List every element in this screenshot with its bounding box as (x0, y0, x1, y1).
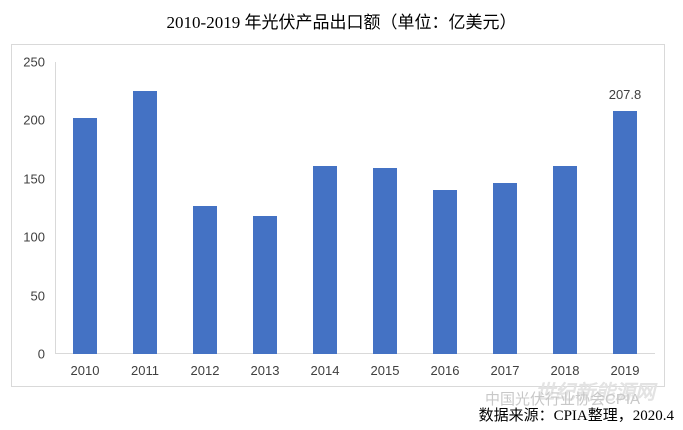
plot-area (55, 62, 655, 354)
x-tick-label: 2019 (610, 363, 640, 378)
x-tick-label: 2014 (310, 363, 340, 378)
data-label: 207.8 (608, 87, 642, 103)
y-tick-label: 150 (23, 171, 45, 187)
watermark: 中国光伏行业协会CPIA (485, 391, 641, 408)
y-tick-label: 50 (30, 288, 45, 304)
bar-2010 (73, 118, 97, 354)
x-tick-label: 2018 (550, 363, 580, 378)
bar-2018 (553, 165, 577, 354)
watermark-logo: 世纪新能源网 (535, 382, 655, 404)
y-tick-label: 100 (23, 229, 45, 245)
y-axis-line (55, 62, 56, 354)
chart-title: 2010-2019 年光伏产品出口额（单位：亿美元） (166, 13, 517, 32)
x-tick-label: 2010 (70, 363, 100, 378)
bar-2012 (193, 205, 217, 354)
y-tick-label: 200 (23, 112, 45, 128)
bar-2014 (313, 165, 337, 354)
bar-2015 (373, 168, 397, 354)
bar-2013 (253, 216, 277, 354)
x-tick-label: 2016 (430, 363, 460, 378)
x-tick-label: 2012 (190, 363, 220, 378)
x-tick-label: 2011 (131, 363, 159, 378)
bar-2019 (613, 111, 637, 354)
y-tick-label: 250 (23, 54, 45, 70)
x-tick-label: 2017 (490, 363, 520, 378)
chart-frame (11, 44, 665, 387)
bar-2016 (433, 190, 457, 354)
x-tick-label: 2015 (370, 363, 400, 378)
x-axis-line (55, 353, 655, 354)
source-note: 数据来源：CPIA整理，2020.4 (478, 408, 674, 424)
x-tick-label: 2013 (250, 363, 280, 378)
bar-2011 (133, 91, 157, 354)
y-tick-label: 0 (37, 346, 45, 362)
bar-2017 (493, 183, 517, 354)
